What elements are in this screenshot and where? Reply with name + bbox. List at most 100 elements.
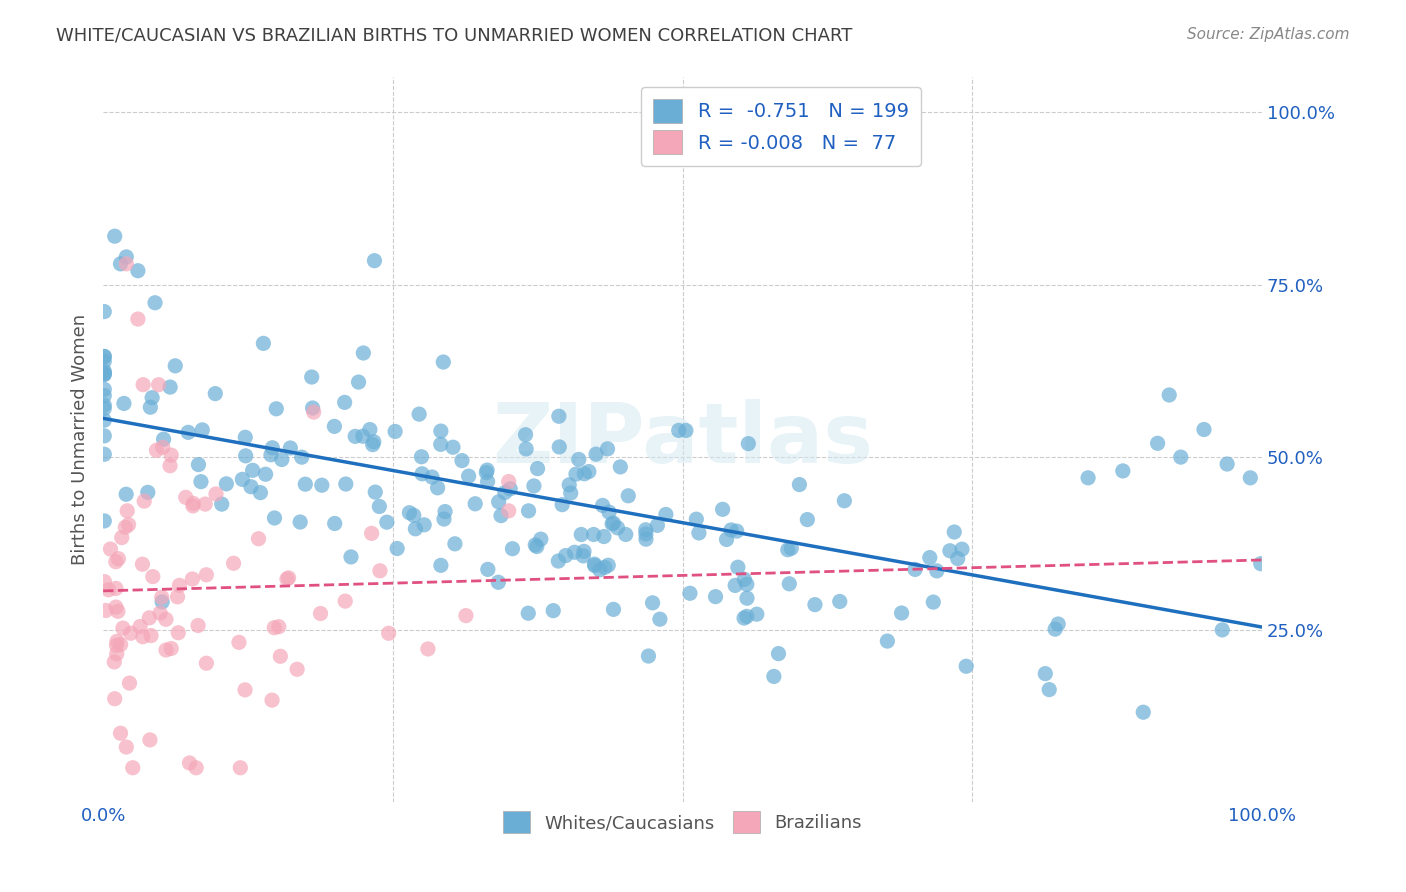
Point <box>138 611 160 625</box>
Point <box>352 346 374 360</box>
Point <box>558 478 581 492</box>
Point <box>1132 705 1154 719</box>
Point <box>285 662 308 676</box>
Point <box>574 467 596 481</box>
Point <box>685 512 707 526</box>
Point <box>93 368 115 382</box>
Point <box>494 485 516 500</box>
Point <box>904 562 927 576</box>
Point <box>796 512 818 526</box>
Point <box>606 521 628 535</box>
Point <box>186 761 208 775</box>
Point <box>159 458 181 473</box>
Point <box>720 523 742 537</box>
Point <box>195 657 218 671</box>
Point <box>97 582 120 597</box>
Point <box>572 544 595 558</box>
Point <box>204 386 226 401</box>
Point <box>890 606 912 620</box>
Point <box>177 425 200 440</box>
Point <box>115 739 138 754</box>
Point <box>939 543 962 558</box>
Point <box>946 551 969 566</box>
Point <box>136 485 159 500</box>
Point <box>187 458 209 472</box>
Point <box>93 304 115 318</box>
Point <box>526 540 548 554</box>
Point <box>727 560 749 574</box>
Point <box>648 612 671 626</box>
Point <box>1216 457 1239 471</box>
Point <box>593 560 616 574</box>
Point <box>277 571 299 585</box>
Point <box>647 518 669 533</box>
Point <box>1170 450 1192 464</box>
Point <box>363 434 385 449</box>
Point <box>524 538 547 552</box>
Point <box>762 669 785 683</box>
Point <box>364 485 387 500</box>
Point <box>179 756 201 770</box>
Point <box>488 495 510 509</box>
Point <box>160 641 183 656</box>
Point <box>402 508 425 523</box>
Point <box>598 558 620 573</box>
Point <box>301 370 323 384</box>
Point <box>1112 464 1135 478</box>
Point <box>302 405 325 419</box>
Point <box>100 542 122 557</box>
Point <box>263 621 285 635</box>
Point <box>118 676 141 690</box>
Point <box>641 596 664 610</box>
Point <box>127 312 149 326</box>
Point <box>602 516 624 531</box>
Point <box>181 499 204 513</box>
Point <box>541 604 564 618</box>
Point <box>120 626 142 640</box>
Point <box>735 577 758 591</box>
Point <box>93 364 115 378</box>
Point <box>950 542 973 557</box>
Point <box>114 520 136 534</box>
Point <box>547 554 569 568</box>
Point <box>155 643 177 657</box>
Point <box>517 606 540 620</box>
Text: Source: ZipAtlas.com: Source: ZipAtlas.com <box>1187 27 1350 42</box>
Point <box>93 350 115 364</box>
Point <box>416 641 439 656</box>
Point <box>105 639 128 653</box>
Point <box>499 482 522 496</box>
Point <box>291 450 314 465</box>
Point <box>688 525 710 540</box>
Point <box>434 504 457 518</box>
Legend: Whites/Caucasians, Brazilians: Whites/Caucasians, Brazilians <box>492 800 873 844</box>
Point <box>191 423 214 437</box>
Point <box>142 569 165 583</box>
Point <box>735 591 758 606</box>
Point <box>93 401 115 416</box>
Point <box>517 504 540 518</box>
Point <box>1043 622 1066 636</box>
Point <box>195 567 218 582</box>
Point <box>280 441 302 455</box>
Point <box>266 401 288 416</box>
Point <box>288 515 311 529</box>
Point <box>943 524 966 539</box>
Point <box>637 648 659 663</box>
Point <box>1192 423 1215 437</box>
Point <box>132 630 155 644</box>
Point <box>131 557 153 571</box>
Point <box>560 486 582 500</box>
Point <box>93 368 115 382</box>
Point <box>489 508 512 523</box>
Point <box>475 466 498 480</box>
Point <box>141 391 163 405</box>
Point <box>598 505 620 519</box>
Point <box>233 430 256 444</box>
Point <box>804 598 827 612</box>
Point <box>160 448 183 462</box>
Point <box>262 441 284 455</box>
Point <box>1146 436 1168 450</box>
Point <box>93 354 115 368</box>
Point <box>148 377 170 392</box>
